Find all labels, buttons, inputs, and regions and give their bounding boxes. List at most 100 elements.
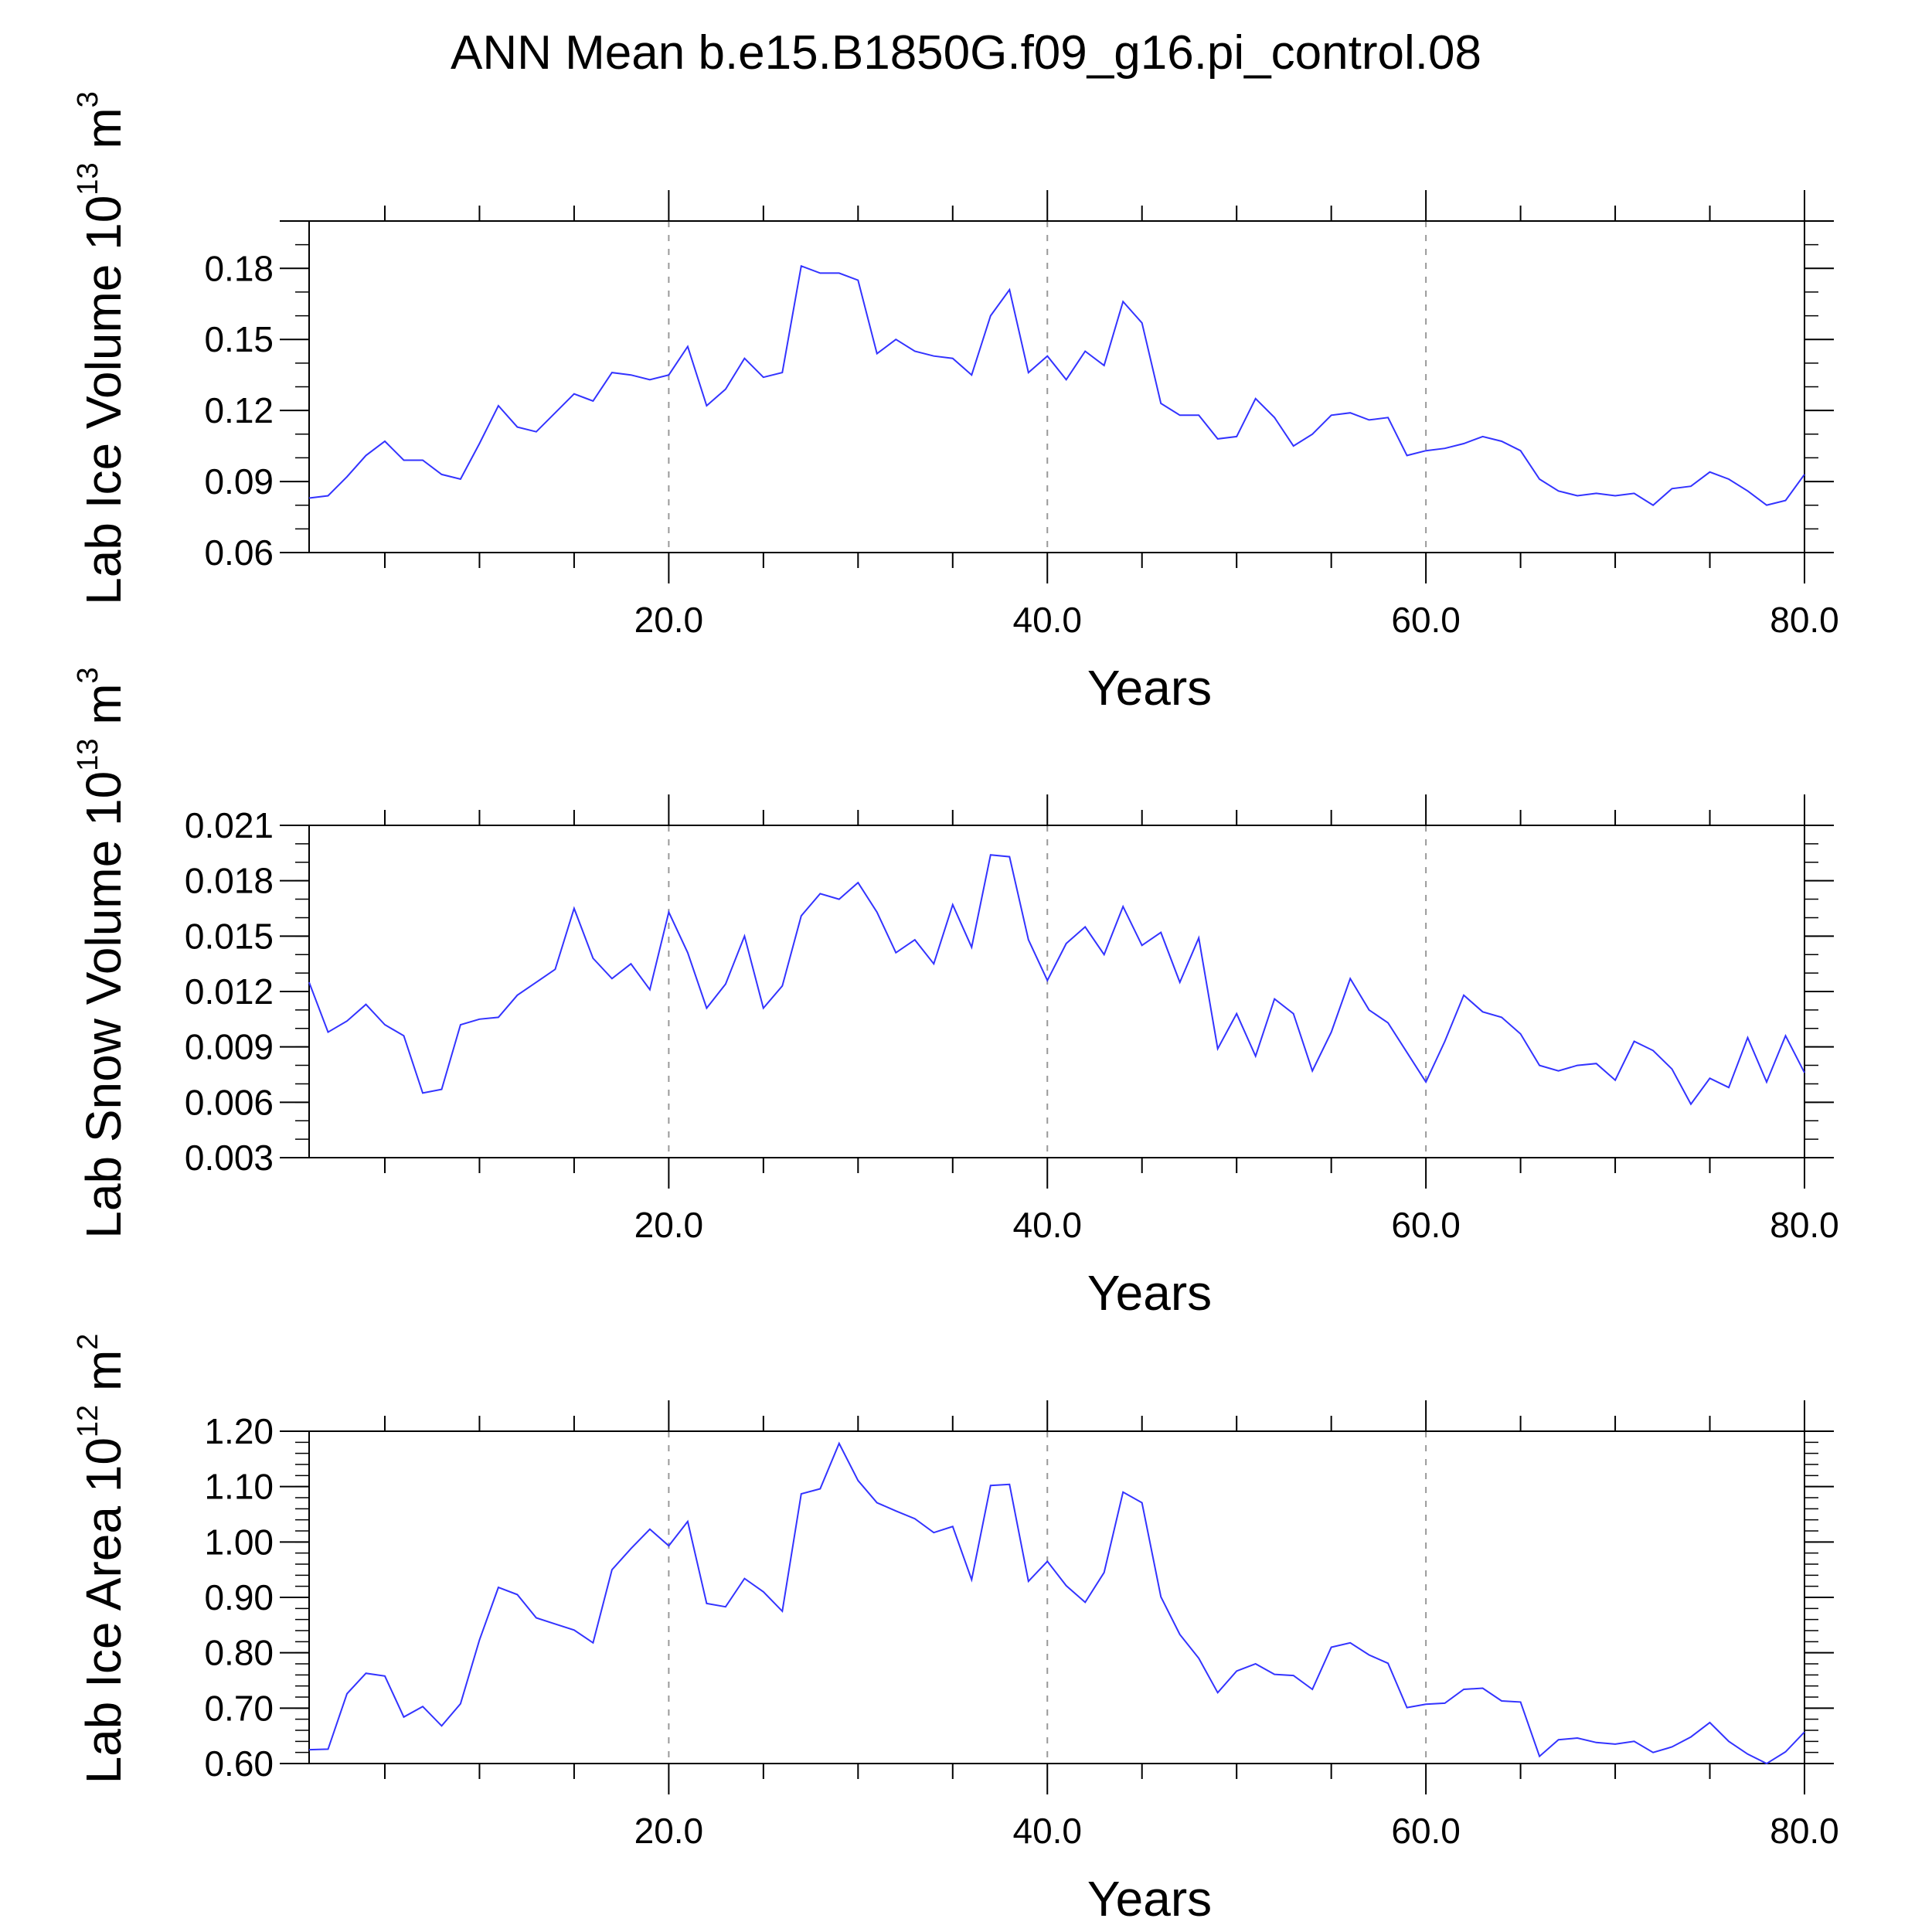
data-point	[1141, 944, 1144, 947]
data-point	[1633, 1740, 1636, 1743]
data-point	[535, 1617, 538, 1620]
data-point	[1689, 1103, 1692, 1106]
data-point	[1747, 1753, 1750, 1756]
data-point	[383, 1675, 386, 1678]
data-point	[611, 977, 614, 980]
data-point	[1633, 1040, 1636, 1043]
data-point	[1008, 855, 1011, 859]
data-point	[894, 1509, 897, 1512]
data-point	[951, 903, 954, 906]
data-point	[743, 934, 746, 937]
y-axis-label: Lab Ice Area 1012 m2	[72, 1334, 131, 1784]
data-point	[1292, 1674, 1295, 1677]
series-line	[308, 264, 1805, 506]
data-point	[1349, 1641, 1352, 1645]
data-point	[1083, 925, 1087, 928]
data-point	[989, 853, 992, 856]
data-point	[440, 1724, 443, 1727]
data-point	[1008, 1483, 1011, 1486]
data-point	[364, 1672, 367, 1675]
data-point	[383, 440, 386, 443]
data-point	[1311, 433, 1314, 436]
data-point	[1046, 355, 1049, 358]
data-point	[667, 1544, 670, 1547]
x-tick-label: 40.0	[1012, 1811, 1082, 1851]
data-point	[497, 1586, 500, 1589]
data-point	[1292, 444, 1295, 447]
data-point	[1519, 1700, 1522, 1703]
data-point	[573, 1628, 576, 1631]
data-point	[1651, 1049, 1655, 1052]
data-point	[478, 1638, 481, 1641]
data-point	[629, 1547, 632, 1550]
data-point	[553, 411, 556, 414]
y-axis-label-unit: m	[76, 1350, 131, 1405]
data-point	[629, 962, 632, 965]
data-point	[1462, 994, 1465, 997]
data-point	[515, 994, 519, 997]
x-axis-label: Years	[1087, 660, 1212, 716]
data-point	[1330, 413, 1333, 417]
data-point	[459, 1023, 462, 1026]
y-axis-label-exp: 12	[72, 1405, 104, 1437]
x-tick-label: 20.0	[634, 1205, 704, 1245]
y-tick-label: 0.012	[185, 971, 274, 1012]
data-point	[876, 910, 879, 913]
data-point	[800, 1492, 803, 1495]
data-point	[1254, 1055, 1257, 1058]
data-point	[762, 1590, 765, 1594]
data-point	[421, 1705, 424, 1708]
data-point	[1179, 981, 1182, 984]
data-point	[1292, 1012, 1295, 1015]
y-axis-label-exp: 13	[72, 162, 104, 195]
data-point	[1386, 1662, 1389, 1665]
data-point	[1765, 504, 1768, 507]
data-point	[1406, 1706, 1409, 1709]
data-point	[308, 1748, 311, 1751]
data-point	[1216, 1691, 1219, 1694]
data-point	[838, 271, 841, 274]
data-point	[326, 494, 329, 497]
y-axis-label-unit: m	[76, 107, 131, 162]
data-point	[856, 881, 859, 884]
data-point	[1216, 437, 1219, 440]
data-point	[402, 458, 405, 461]
data-point	[1444, 1702, 1447, 1705]
data-point	[1386, 416, 1389, 419]
x-tick-label: 40.0	[1012, 1205, 1082, 1245]
data-point	[1406, 1051, 1409, 1054]
data-point	[1614, 494, 1617, 497]
y-axis-label-main: Lab Ice Volume 10	[76, 196, 131, 605]
y-tick-label: 1.10	[204, 1467, 274, 1507]
data-point	[1179, 1633, 1182, 1636]
data-point	[1216, 1047, 1219, 1050]
data-point	[932, 1531, 935, 1534]
data-point	[743, 357, 746, 360]
y-tick-label: 1.20	[204, 1411, 274, 1451]
data-point	[1141, 1501, 1144, 1504]
chart-title: ANN Mean b.e15.B1850G.f09_g16.pi_control…	[451, 26, 1481, 80]
data-point	[1538, 478, 1541, 481]
data-point	[1424, 1702, 1427, 1706]
data-point	[1046, 979, 1049, 982]
data-point	[1311, 1070, 1314, 1073]
data-point	[629, 373, 632, 376]
data-point	[1671, 487, 1674, 490]
y-tick-label: 0.003	[185, 1138, 274, 1178]
data-point	[1103, 1571, 1106, 1574]
data-point	[421, 1091, 424, 1094]
data-point	[1557, 489, 1560, 492]
x-tick-label: 60.0	[1391, 1811, 1461, 1851]
data-point	[326, 1031, 329, 1034]
data-point	[913, 350, 917, 353]
data-point	[1159, 931, 1162, 934]
plot-frame	[308, 220, 1805, 553]
data-point	[1179, 413, 1182, 417]
data-point	[573, 907, 576, 910]
data-point	[1159, 402, 1162, 405]
data-point	[724, 388, 727, 391]
y-axis-label: Lab Snow Volume 1013 m3	[72, 667, 131, 1238]
x-tick-label: 20.0	[634, 600, 704, 640]
data-point	[1406, 454, 1409, 457]
